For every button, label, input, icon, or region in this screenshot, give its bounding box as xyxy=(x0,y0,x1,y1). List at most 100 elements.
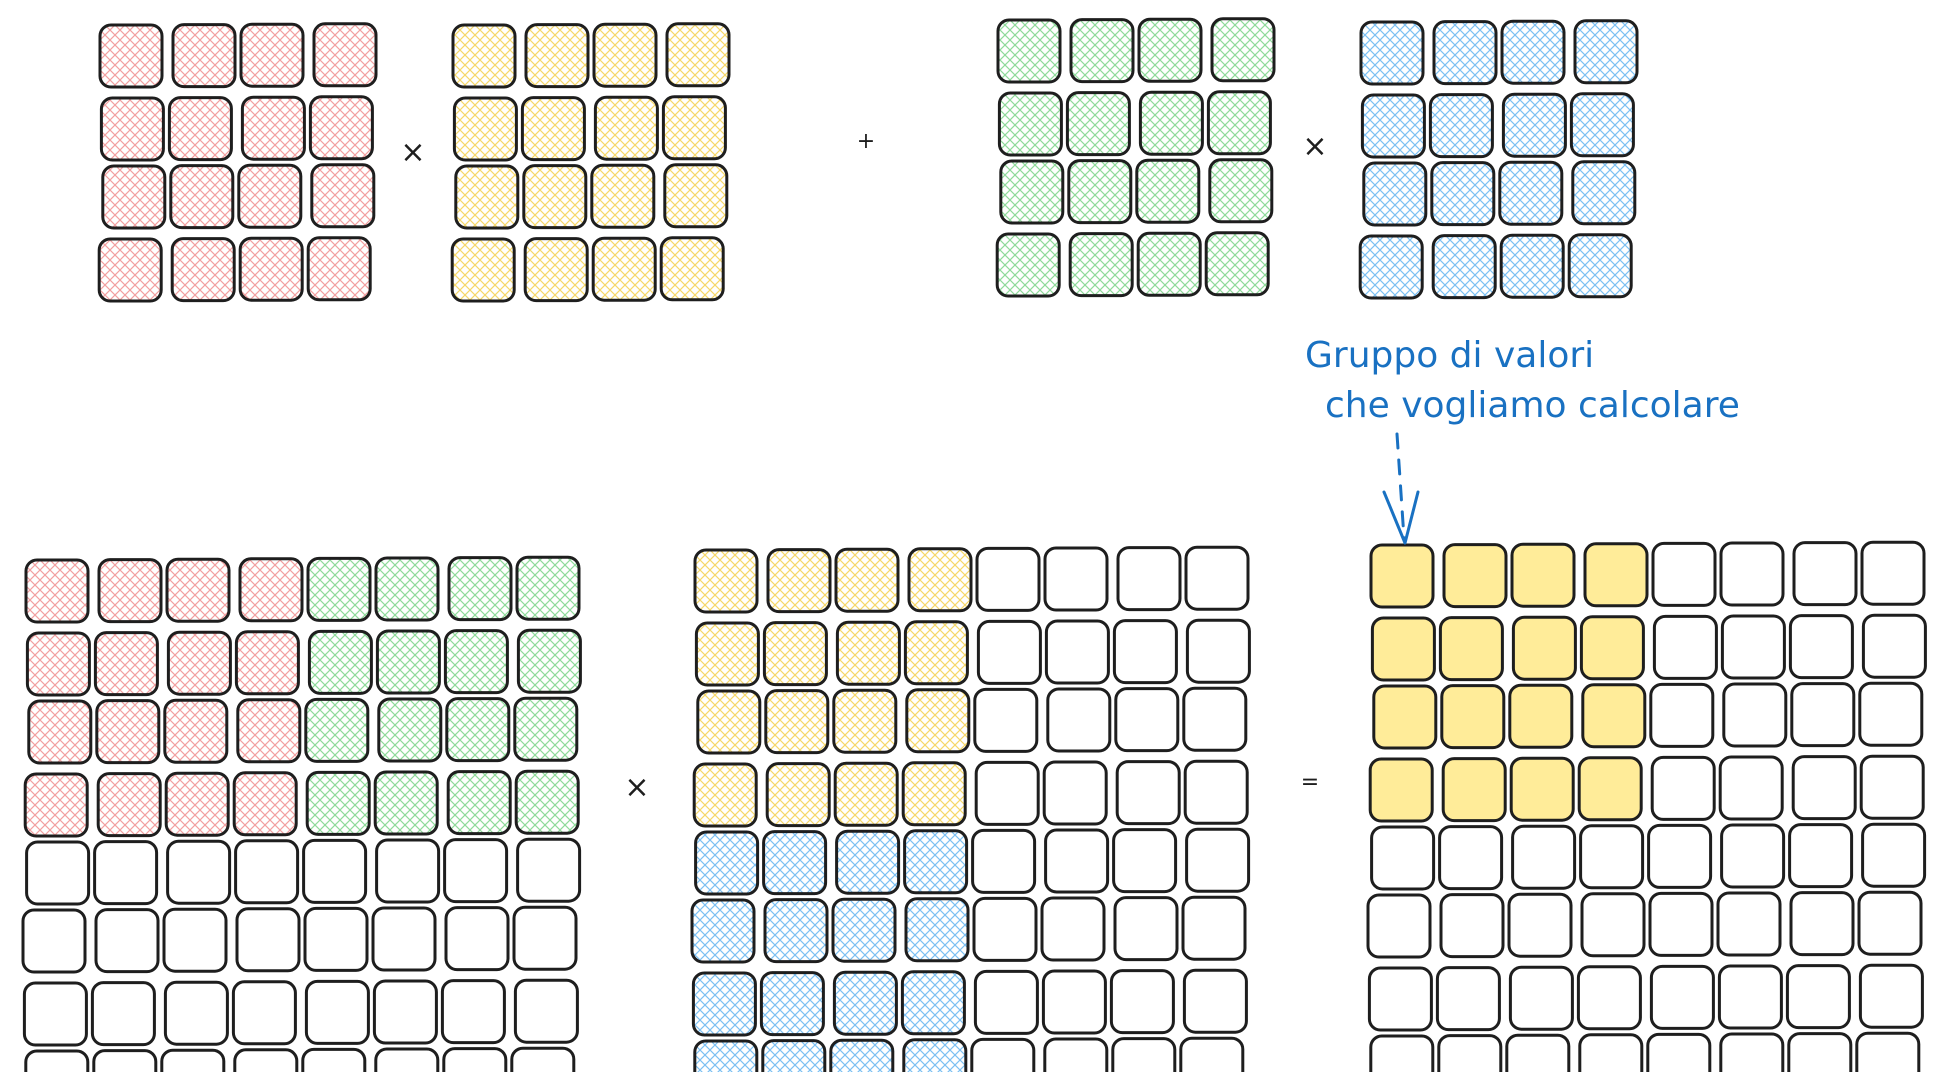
top-red-cell-r0-c0 xyxy=(98,23,164,89)
bottom-result-cell-r1-c7 xyxy=(1861,613,1927,679)
bottom-result-cell-r5-c1 xyxy=(1439,893,1505,959)
top-red-cell-r1-c2 xyxy=(240,95,306,161)
bottom-result-cell-r5-c7 xyxy=(1857,890,1923,956)
matrix-bottom-left xyxy=(21,555,582,1076)
bottom-left-cell-r0-c5 xyxy=(374,556,440,622)
bottom-left-cell-r5-c5 xyxy=(371,906,437,972)
bottom-middle-cell-r2-c7 xyxy=(1182,686,1248,752)
top-green-cell-r1-c2 xyxy=(1138,90,1204,156)
bottom-left-cell-r3-c3 xyxy=(232,771,298,837)
bottom-left-cell-r4-c4 xyxy=(302,838,368,904)
bottom-result-cell-r2-c4 xyxy=(1649,682,1715,748)
bottom-left-cell-r3-c6 xyxy=(446,770,512,836)
bottom-result-cell-r1-c3 xyxy=(1579,615,1645,681)
bottom-middle-cell-r4-c1 xyxy=(762,830,828,896)
bottom-middle-cell-r7-c5 xyxy=(1043,1037,1109,1076)
bottom-middle-cell-r6-c2 xyxy=(832,970,898,1036)
bottom-left-cell-r6-c5 xyxy=(372,979,438,1045)
top-yellow-cell-r2-c3 xyxy=(663,163,729,229)
bottom-middle-cell-r7-c1 xyxy=(761,1039,827,1076)
top-blue-cell-r0-c2 xyxy=(1500,19,1566,85)
bottom-result-cell-r7-c2 xyxy=(1505,1033,1571,1076)
bottom-result-cell-r5-c3 xyxy=(1580,892,1646,958)
top-red-cell-r2-c2 xyxy=(237,163,303,229)
bottom-left-cell-r1-c2 xyxy=(166,630,232,696)
bottom-result-cell-r7-c5 xyxy=(1719,1032,1785,1076)
bottom-result-cell-r5-c6 xyxy=(1789,891,1855,957)
top-red-cell-r3-c0 xyxy=(97,237,163,303)
bottom-middle-cell-r7-c6 xyxy=(1111,1037,1177,1076)
top-blue-cell-r0-c3 xyxy=(1573,19,1639,85)
bottom-result-cell-r4-c0 xyxy=(1370,825,1436,891)
bottom-middle-cell-r5-c3 xyxy=(904,897,970,963)
times-operator-2: × xyxy=(1302,129,1328,164)
bottom-result-cell-r5-c2 xyxy=(1507,892,1573,958)
bottom-middle-cell-r2-c4 xyxy=(973,687,1039,753)
top-yellow-cell-r2-c1 xyxy=(522,164,588,230)
top-yellow-cell-r3-c3 xyxy=(659,236,725,302)
bottom-middle-cell-r3-c6 xyxy=(1115,760,1181,826)
top-blue-cell-r1-c0 xyxy=(1360,93,1426,159)
top-yellow-cell-r3-c0 xyxy=(450,237,516,303)
top-red-cell-r3-c1 xyxy=(170,237,236,303)
bottom-result-cell-r7-c6 xyxy=(1787,1032,1853,1076)
bottom-result-cell-r7-c0 xyxy=(1369,1034,1435,1076)
top-yellow-cell-r3-c2 xyxy=(591,236,657,302)
bottom-middle-cell-r4-c6 xyxy=(1112,828,1178,894)
annotation-line-1: Gruppo di valori xyxy=(1305,335,1595,376)
bottom-result-cell-r2-c2 xyxy=(1508,683,1574,749)
matrix-top-green xyxy=(995,17,1276,298)
top-green-cell-r2-c1 xyxy=(1067,159,1133,225)
bottom-middle-cell-r0-c5 xyxy=(1043,546,1109,612)
bottom-result-cell-r2-c7 xyxy=(1858,681,1924,747)
bottom-left-cell-r6-c4 xyxy=(304,979,370,1045)
bottom-middle-cell-r3-c1 xyxy=(765,762,831,828)
bottom-result-cell-r7-c7 xyxy=(1855,1031,1921,1076)
bottom-result-cell-r2-c5 xyxy=(1722,682,1788,748)
top-blue-cell-r3-c0 xyxy=(1358,234,1424,300)
bottom-middle-cell-r1-c5 xyxy=(1044,619,1110,685)
bottom-result-cell-r0-c5 xyxy=(1719,541,1785,607)
top-yellow-cell-r0-c1 xyxy=(524,23,590,89)
bottom-left-cell-r7-c4 xyxy=(301,1047,367,1076)
bottom-result-cell-r3-c3 xyxy=(1577,756,1643,822)
top-blue-cell-r1-c2 xyxy=(1501,92,1567,158)
bottom-left-cell-r1-c4 xyxy=(307,629,373,695)
bottom-result-cell-r0-c0 xyxy=(1369,543,1435,609)
bottom-middle-cell-r2-c5 xyxy=(1046,687,1112,753)
bottom-result-cell-r6-c7 xyxy=(1858,963,1924,1029)
top-red-cell-r2-c1 xyxy=(169,164,235,230)
top-green-cell-r0-c1 xyxy=(1069,18,1135,84)
bottom-result-cell-r4-c7 xyxy=(1861,822,1927,888)
bottom-middle-cell-r2-c3 xyxy=(905,688,971,754)
plus-operator: + xyxy=(856,129,876,154)
bottom-middle-cell-r0-c4 xyxy=(975,546,1041,612)
top-blue-cell-r2-c1 xyxy=(1430,161,1496,227)
bottom-left-cell-r6-c3 xyxy=(231,980,297,1046)
bottom-left-cell-r4-c7 xyxy=(516,837,582,903)
bottom-result-cell-r6-c1 xyxy=(1435,966,1501,1032)
bottom-left-cell-r6-c6 xyxy=(440,979,506,1045)
bottom-middle-cell-r7-c0 xyxy=(693,1039,759,1076)
bottom-result-cell-r6-c0 xyxy=(1367,966,1433,1032)
bottom-result-cell-r1-c2 xyxy=(1511,615,1577,681)
bottom-left-cell-r6-c7 xyxy=(513,978,579,1044)
matrix-top-blue xyxy=(1358,19,1639,300)
bottom-result-cell-r3-c2 xyxy=(1509,756,1575,822)
bottom-middle-cell-r5-c0 xyxy=(690,898,756,964)
bottom-middle-cell-r7-c7 xyxy=(1179,1036,1245,1076)
bottom-middle-cell-r2-c6 xyxy=(1114,687,1180,753)
bottom-middle-cell-r6-c6 xyxy=(1109,969,1175,1035)
bottom-result-cell-r1-c0 xyxy=(1370,616,1436,682)
top-green-cell-r3-c0 xyxy=(995,232,1061,298)
bottom-result-cell-r4-c2 xyxy=(1511,824,1577,890)
bottom-middle-cell-r4-c4 xyxy=(971,828,1037,894)
bottom-left-cell-r1-c0 xyxy=(25,631,91,697)
bottom-left-cell-r3-c1 xyxy=(96,772,162,838)
bottom-left-cell-r2-c4 xyxy=(304,697,370,763)
bottom-result-cell-r6-c6 xyxy=(1785,964,1851,1030)
top-green-cell-r2-c2 xyxy=(1135,158,1201,224)
top-green-cell-r3-c3 xyxy=(1204,231,1270,297)
